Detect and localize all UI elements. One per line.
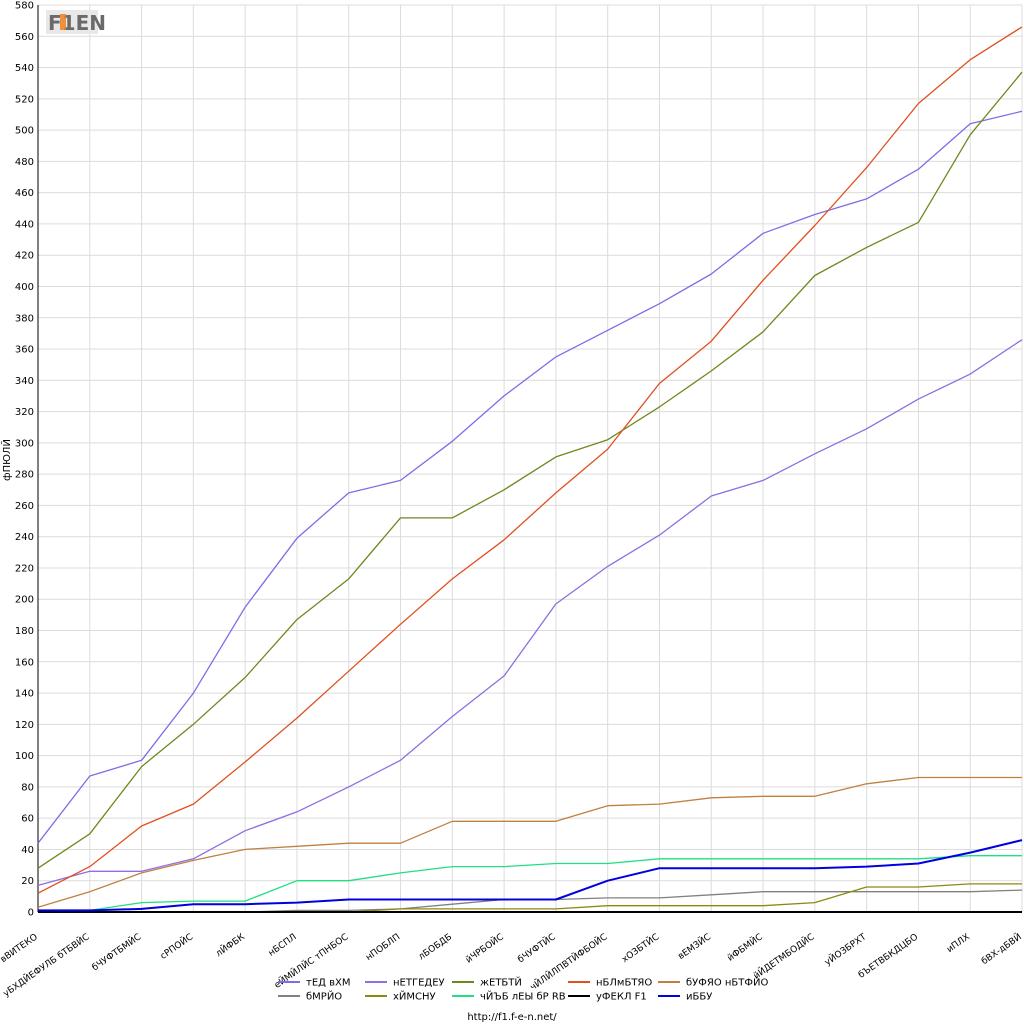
y-tick-label: 120 <box>15 720 34 731</box>
x-tick-label: йЧРБОЙС <box>463 931 506 966</box>
y-tick-label: 0 <box>28 908 34 919</box>
footer-url[interactable]: http://f1.f-e-n.net/ <box>467 1012 557 1023</box>
y-tick-label: 260 <box>15 501 34 512</box>
x-tick-label: хОЗБТЙС <box>619 931 661 965</box>
x-tick-label: вВИТЕКО <box>0 932 40 965</box>
legend-label: нБЛмБТЯО <box>596 978 652 989</box>
y-tick-label: 100 <box>15 751 34 762</box>
x-tick-label: лБОБДБ <box>417 932 454 962</box>
axes <box>37 5 1022 913</box>
y-tick-labels: 0 20 40 60 80 100 120 140 160 180 200 220 240 260 280 3… <box>15 1 34 919</box>
y-tick-label: 440 <box>15 219 34 230</box>
series-line <box>37 110 1023 844</box>
series-lines <box>37 26 1023 913</box>
x-tick-label: йФБМЙС <box>725 931 765 964</box>
legend-label: тЕД вХМ <box>306 978 351 989</box>
x-tick-label: бЧУФТБМЙС <box>89 931 143 974</box>
y-tick-label: 20 <box>21 876 34 887</box>
y-tick-label: 280 <box>15 470 34 481</box>
x-tick-label: бВХ-дБВЙ <box>979 931 1024 967</box>
y-tick-label: 360 <box>15 345 34 356</box>
y-axis-label: фПЮЛЙ <box>0 439 13 481</box>
y-tick-label: 380 <box>15 313 34 324</box>
y-tick-label: 220 <box>15 563 34 574</box>
series-line <box>38 839 1023 912</box>
series-line <box>37 339 1023 887</box>
legend-label: нЕТГЕДЕУ <box>393 978 445 989</box>
y-tick-label: 500 <box>15 126 34 137</box>
y-tick-label: 180 <box>15 626 34 637</box>
series-line <box>38 855 1022 912</box>
y-tick-label: 560 <box>15 32 34 43</box>
grid <box>37 4 1023 913</box>
legend-label: иББУ <box>686 992 712 1003</box>
legend-label: уФЕКЛ F1 <box>596 992 647 1003</box>
legend-label: бМРЙО <box>306 990 342 1003</box>
x-tick-label: иПЛХ <box>945 932 972 955</box>
y-tick-label: 60 <box>21 814 34 825</box>
x-tick-label: нПОБЛП <box>364 932 402 963</box>
y-tick-label: 40 <box>21 845 34 856</box>
y-tick-label: 80 <box>21 782 34 793</box>
x-tick-label: бЧУФТЙС <box>515 931 557 966</box>
series-line <box>37 71 1023 869</box>
y-tick-label: 300 <box>15 438 34 449</box>
legend: тЕД вХМ нЕТГЕДЕУ жЕТБТЙ нБЛмБТЯО бУФЯО нБТФЙ… <box>278 976 768 1003</box>
x-tick-label: вЕМЗЙС <box>675 931 713 962</box>
y-tick-label: 540 <box>15 63 34 74</box>
x-tick-label: сРПОЙС <box>158 931 195 962</box>
y-tick-label: 460 <box>15 188 34 199</box>
y-tick-label: 340 <box>15 376 34 387</box>
y-tick-label: 480 <box>15 157 34 168</box>
legend-label: чЙЪБ лЕЫ бР RB <box>480 990 566 1003</box>
y-tick-label: 240 <box>15 532 34 543</box>
x-tick-label: уЙОЗБРХТ <box>822 930 869 968</box>
legend-label: жЕТБТЙ <box>480 976 522 989</box>
y-tick-label: 420 <box>15 251 34 262</box>
series-line <box>37 776 1022 908</box>
x-tick-label: нБСПЛ <box>267 932 299 958</box>
legend-label: хЙМСНУ <box>393 990 436 1003</box>
f1en-logo: F1EN <box>46 10 106 35</box>
y-tick-label: 320 <box>15 407 34 418</box>
y-tick-label: 400 <box>15 282 34 293</box>
y-tick-label: 520 <box>15 94 34 105</box>
series-line <box>37 26 1023 894</box>
series-line <box>38 883 1022 913</box>
legend-label: бУФЯО нБТФЙО <box>686 976 768 989</box>
svg-text:F1EN: F1EN <box>48 11 106 35</box>
y-tick-label: 160 <box>15 657 34 668</box>
x-tick-label: лЙФБК <box>213 930 247 959</box>
y-tick-label: 200 <box>15 595 34 606</box>
x-tick-label: уБХДЙЕФУЛБ бТБВЙС <box>1 931 92 1000</box>
y-tick-label: 580 <box>15 1 34 12</box>
y-tick-label: 140 <box>15 689 34 700</box>
